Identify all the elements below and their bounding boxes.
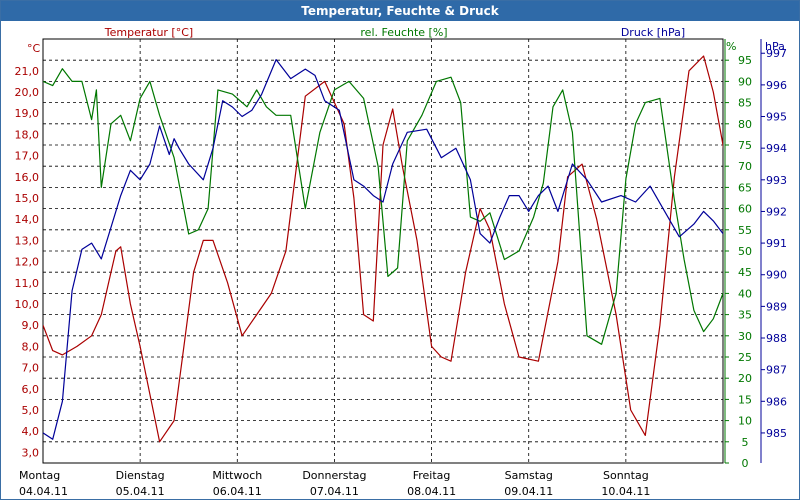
humidity-unit: % bbox=[726, 40, 736, 53]
pressure-axis-label: Druck [hPa] bbox=[621, 26, 685, 39]
pressure-tick: 989 bbox=[766, 300, 787, 313]
x-date-label: 09.04.11 bbox=[504, 485, 553, 498]
x-day-label: Montag bbox=[19, 469, 60, 482]
humidity-tick: 95 bbox=[738, 54, 752, 67]
x-day-label: Mittwoch bbox=[212, 469, 262, 482]
temperature-tick: 20,0 bbox=[15, 86, 40, 99]
pressure-tick: 986 bbox=[766, 395, 787, 408]
pressure-unit: hPa bbox=[765, 40, 785, 53]
humidity-tick: 60 bbox=[738, 203, 752, 216]
humidity-tick: 80 bbox=[738, 118, 752, 131]
temperature-tick: 14,0 bbox=[15, 213, 40, 226]
humidity-tick: 40 bbox=[738, 287, 752, 300]
temperature-tick: 16,0 bbox=[15, 171, 40, 184]
pressure-tick: 985 bbox=[766, 427, 787, 440]
x-date-label: 04.04.11 bbox=[19, 485, 68, 498]
humidity-tick: 50 bbox=[738, 245, 752, 258]
humidity-tick: 15 bbox=[738, 393, 752, 406]
x-date-label: 10.04.11 bbox=[601, 485, 650, 498]
series-line-temperature bbox=[43, 55, 723, 443]
temperature-tick: 11,0 bbox=[15, 277, 40, 290]
pressure-tick: 995 bbox=[766, 111, 787, 124]
x-date-label: 07.04.11 bbox=[310, 485, 359, 498]
temperature-tick: 18,0 bbox=[15, 128, 40, 141]
x-date-label: 05.04.11 bbox=[116, 485, 165, 498]
x-day-label: Sonntag bbox=[603, 469, 649, 482]
humidity-tick: 55 bbox=[738, 224, 752, 237]
humidity-tick: 25 bbox=[738, 351, 752, 364]
chart-title: Temperatur, Feuchte & Druck bbox=[1, 1, 799, 21]
temperature-tick: 9,0 bbox=[22, 319, 40, 332]
temperature-unit: °C bbox=[27, 42, 41, 55]
x-day-label: Dienstag bbox=[116, 469, 165, 482]
x-day-label: Samstag bbox=[505, 469, 553, 482]
pressure-tick: 994 bbox=[766, 142, 787, 155]
temperature-tick: 21,0 bbox=[15, 65, 40, 78]
pressure-tick: 990 bbox=[766, 269, 787, 282]
temperature-tick: 3,0 bbox=[22, 446, 40, 459]
temperature-tick: 15,0 bbox=[15, 192, 40, 205]
x-day-label: Freitag bbox=[413, 469, 451, 482]
temperature-tick: 5,0 bbox=[22, 404, 40, 417]
humidity-tick: 85 bbox=[738, 97, 752, 110]
pressure-tick: 987 bbox=[766, 364, 787, 377]
temperature-tick: 19,0 bbox=[15, 107, 40, 120]
humidity-tick: 35 bbox=[738, 309, 752, 322]
humidity-tick: 65 bbox=[738, 181, 752, 194]
humidity-tick: 45 bbox=[738, 266, 752, 279]
pressure-tick: 996 bbox=[766, 79, 787, 92]
humidity-tick: 0 bbox=[742, 457, 749, 470]
temperature-tick: 12,0 bbox=[15, 256, 40, 269]
humidity-tick: 30 bbox=[738, 330, 752, 343]
pressure-tick: 993 bbox=[766, 174, 787, 187]
temperature-tick: 7,0 bbox=[22, 362, 40, 375]
x-date-label: 08.04.11 bbox=[407, 485, 456, 498]
pressure-tick: 991 bbox=[766, 237, 787, 250]
pressure-tick: 992 bbox=[766, 205, 787, 218]
temperature-tick: 8,0 bbox=[22, 340, 40, 353]
series-line-pressure bbox=[43, 58, 723, 440]
temperature-tick: 10,0 bbox=[15, 298, 40, 311]
humidity-tick: 5 bbox=[742, 436, 749, 449]
humidity-tick: 20 bbox=[738, 372, 752, 385]
humidity-tick: 70 bbox=[738, 160, 752, 173]
humidity-tick: 90 bbox=[738, 75, 752, 88]
humidity-tick: 75 bbox=[738, 139, 752, 152]
temperature-tick: 13,0 bbox=[15, 234, 40, 247]
temperature-tick: 6,0 bbox=[22, 383, 40, 396]
pressure-tick: 988 bbox=[766, 332, 787, 345]
x-date-label: 06.04.11 bbox=[213, 485, 262, 498]
pressure-tick: 997 bbox=[766, 47, 787, 60]
humidity-tick: 10 bbox=[738, 415, 752, 428]
humidity-axis-label: rel. Feuchte [%] bbox=[360, 26, 447, 39]
series-line-humidity bbox=[43, 68, 723, 345]
temperature-tick: 4,0 bbox=[22, 425, 40, 438]
temperature-tick: 17,0 bbox=[15, 150, 40, 163]
x-day-label: Donnerstag bbox=[302, 469, 366, 482]
temperature-axis-label: Temperatur [°C] bbox=[104, 26, 193, 39]
